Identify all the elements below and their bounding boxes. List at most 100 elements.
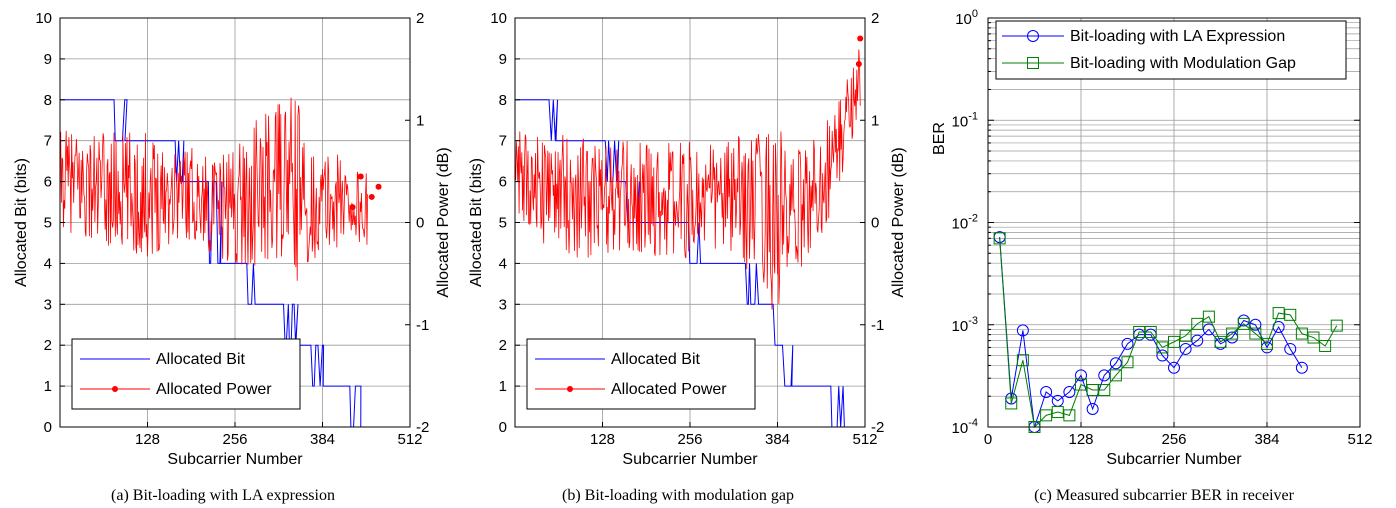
panel-a-xtick-label: 512 <box>397 431 422 448</box>
panel-a-ytick-label: 10 <box>35 10 52 27</box>
panel-a-power-point <box>357 173 364 180</box>
panel-a-xtick-label: 384 <box>310 431 335 448</box>
panel-a-ytick-label: 9 <box>44 51 52 68</box>
panel-a-caption: (a) Bit-loading with LA expression <box>111 487 335 504</box>
panel-a-y2tick-label: 0 <box>416 215 424 232</box>
panel-b-y2tick-label: -2 <box>871 419 884 436</box>
panel-b-xtick-label: 512 <box>852 431 877 448</box>
panel-b-ytick-label: 2 <box>499 337 507 354</box>
panel-a: 0 1 2 3 4 5 6 7 8 9 10 -2 -1 0 1 2 128 256 384 512 Allocate… <box>13 10 452 504</box>
panel-a-legend-marker-power <box>112 386 118 392</box>
panel-c-point-modulation-gap <box>1319 339 1332 352</box>
panel-c: 10-4 10-3 10-2 10-1 100 0 128 256 384 512 Bit-loa… <box>931 8 1373 504</box>
panel-b-ytick-label: 6 <box>499 174 507 191</box>
panel-a-legend: Allocated Bit Allocated Power <box>71 338 301 410</box>
panel-c-point-la-expression <box>1168 361 1180 374</box>
panel-c-point-modulation-gap <box>1191 317 1204 330</box>
panel-b-legend: Allocated Bit Allocated Power <box>526 338 756 410</box>
panel-c-point-la-expression <box>1191 334 1204 347</box>
panel-b-ytick-label: 7 <box>499 133 507 150</box>
panel-a-legend-box <box>71 338 301 410</box>
panel-c-ytick-label: 10-3 <box>952 315 978 335</box>
panel-a-ytick-label: 0 <box>44 419 52 436</box>
panel-c-legend-label-modulation-gap: Bit-loading with Modulation Gap <box>1070 55 1296 72</box>
panel-b-ytick-label: 5 <box>499 215 507 232</box>
panel-b-ytick-label: 9 <box>499 51 507 68</box>
panel-b-xtick-label: 128 <box>590 431 615 448</box>
panel-c-point-modulation-gap <box>1226 327 1239 340</box>
panel-c-ytick-label: 10-4 <box>952 417 978 437</box>
panel-a-power-point <box>368 193 375 200</box>
panel-c-xtick-label: 512 <box>1347 431 1372 448</box>
panel-a-series-allocated-bit <box>60 99 382 428</box>
panel-b-ytick-label: 8 <box>499 92 507 109</box>
panel-c-legend-box <box>995 20 1347 80</box>
panel-c-point-modulation-gap <box>1179 329 1192 342</box>
panel-a-ytick-label: 2 <box>44 337 52 354</box>
panel-c-point-la-expression <box>1249 318 1262 331</box>
panel-a-y2tick-label: 1 <box>416 112 424 129</box>
panel-c-point-modulation-gap <box>1307 331 1320 344</box>
panel-c-point-la-expression <box>1086 402 1099 415</box>
panel-b-series-allocated-power <box>514 49 861 310</box>
panel-c-legend-label-la-expression: Bit-loading with LA Expression <box>1070 28 1285 45</box>
panel-a-xtick-label: 128 <box>135 431 160 448</box>
panel-a-ytick-label: 7 <box>44 133 52 150</box>
panel-c-point-modulation-gap <box>1284 308 1297 321</box>
panel-b-ytick-label: 0 <box>499 419 507 436</box>
panel-a-ytick-label: 4 <box>44 255 52 272</box>
panel-c-point-modulation-gap <box>1063 409 1076 422</box>
panel-c-point-modulation-gap <box>1295 327 1308 340</box>
panel-c-ytick-label: 100 <box>955 8 978 28</box>
panel-b-power-point <box>855 61 862 68</box>
panel-c-point-la-expression <box>1098 369 1111 382</box>
panel-c-legend: Bit-loading with LA Expression Bit-loadin… <box>995 20 1347 80</box>
panel-c-point-modulation-gap <box>1121 356 1134 369</box>
panel-c-series-modulation-gap <box>999 238 1338 429</box>
panel-b-legend-box <box>526 338 756 410</box>
panel-c-point-modulation-gap <box>1040 409 1053 422</box>
panel-b-plot <box>514 35 864 428</box>
panel-c-point-modulation-gap <box>1330 319 1343 332</box>
panel-c-xtick-label: 256 <box>1161 431 1186 448</box>
panel-c-point-la-expression <box>1109 357 1122 370</box>
panel-a-legend-label-bit: Allocated Bit <box>156 351 245 368</box>
panel-c-point-la-expression <box>1156 349 1169 362</box>
panel-c-xtick-label: 0 <box>984 431 992 448</box>
panel-c-legend-marker-la-expression <box>1027 30 1039 42</box>
panel-a-y2-axis-label: Allocated Power (dB) <box>435 147 452 297</box>
panel-c-point-la-expression <box>1295 361 1308 374</box>
panel-c-point-modulation-gap <box>1168 335 1180 348</box>
panel-b-legend-label-power: Allocated Power <box>611 381 727 398</box>
panel-a-ytick-label: 5 <box>44 215 52 232</box>
panel-b-ytick-label: 1 <box>499 378 507 395</box>
panel-a-power-point <box>349 204 356 211</box>
panel-a-ytick-label: 1 <box>44 378 52 395</box>
panel-a-y2tick-label: 2 <box>416 10 424 27</box>
panel-b-ytick-label: 3 <box>499 296 507 313</box>
panel-b-xtick-label: 384 <box>765 431 790 448</box>
panel-a-y-axis-label: Allocated Bit (bits) <box>13 158 30 287</box>
panel-b-ytick-label: 10 <box>490 10 507 27</box>
panel-b-xtick-label: 256 <box>677 431 702 448</box>
panel-c-point-la-expression <box>1121 337 1134 350</box>
panel-c-xtick-label: 128 <box>1068 431 1093 448</box>
panel-a-y2tick-label: -1 <box>416 317 429 334</box>
panel-c-point-modulation-gap <box>1202 310 1215 323</box>
panel-c-point-la-expression <box>1075 369 1087 382</box>
panel-b-x-axis-label: Subcarrier Number <box>622 451 758 468</box>
panel-c-caption: (c) Measured subcarrier BER in receiver <box>1034 487 1295 504</box>
panel-b-y2tick-label: 2 <box>871 10 879 27</box>
panel-b-legend-label-bit: Allocated Bit <box>611 351 700 368</box>
panel-c-point-modulation-gap <box>1016 354 1029 367</box>
panel-b-axes: 0 1 2 3 4 5 6 7 8 9 10 -2 -1 0 1 2 128 256 384 512 <box>490 10 884 448</box>
panel-c-point-la-expression <box>1179 342 1192 355</box>
panel-c-point-modulation-gap <box>1272 307 1285 320</box>
panel-b-ytick-label: 4 <box>499 255 507 272</box>
panel-c-point-modulation-gap <box>1005 397 1018 410</box>
panel-a-series-allocated-power <box>59 97 369 281</box>
panel-b-legend-marker-power <box>567 386 573 392</box>
panel-c-point-modulation-gap <box>1261 337 1273 350</box>
panel-a-plot <box>59 97 382 428</box>
